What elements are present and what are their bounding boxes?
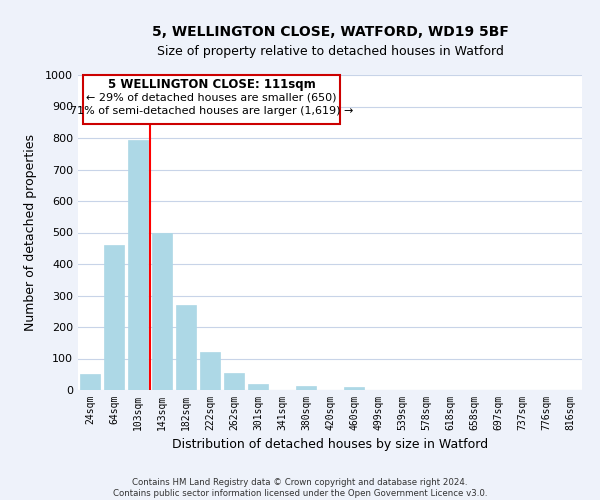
Text: 71% of semi-detached houses are larger (1,619) →: 71% of semi-detached houses are larger (… bbox=[70, 106, 353, 117]
Bar bbox=[176, 305, 196, 390]
Bar bbox=[344, 388, 364, 390]
Bar bbox=[128, 140, 148, 390]
Bar bbox=[296, 386, 316, 390]
Bar bbox=[104, 245, 124, 390]
FancyBboxPatch shape bbox=[83, 75, 340, 124]
Bar bbox=[152, 232, 172, 390]
Text: ← 29% of detached houses are smaller (650): ← 29% of detached houses are smaller (65… bbox=[86, 92, 337, 102]
X-axis label: Distribution of detached houses by size in Watford: Distribution of detached houses by size … bbox=[172, 438, 488, 452]
Text: Size of property relative to detached houses in Watford: Size of property relative to detached ho… bbox=[157, 45, 503, 58]
Text: 5, WELLINGTON CLOSE, WATFORD, WD19 5BF: 5, WELLINGTON CLOSE, WATFORD, WD19 5BF bbox=[152, 25, 508, 39]
Y-axis label: Number of detached properties: Number of detached properties bbox=[24, 134, 37, 331]
Text: Contains HM Land Registry data © Crown copyright and database right 2024.
Contai: Contains HM Land Registry data © Crown c… bbox=[113, 478, 487, 498]
Text: 5 WELLINGTON CLOSE: 111sqm: 5 WELLINGTON CLOSE: 111sqm bbox=[107, 78, 316, 91]
Bar bbox=[224, 372, 244, 390]
Bar bbox=[248, 384, 268, 390]
Bar bbox=[80, 374, 100, 390]
Bar bbox=[200, 352, 220, 390]
